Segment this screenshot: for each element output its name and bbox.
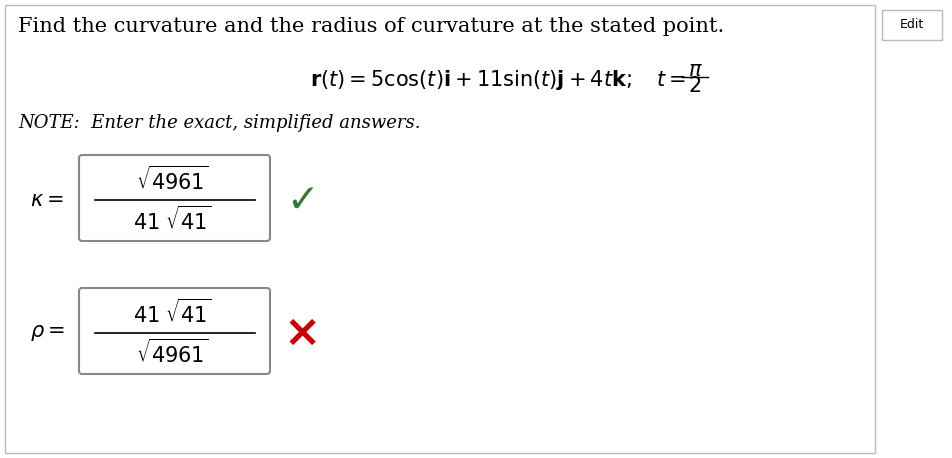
FancyBboxPatch shape [79, 288, 270, 374]
Text: $\sqrt{4961}$: $\sqrt{4961}$ [135, 339, 208, 367]
Text: $2$: $2$ [688, 76, 702, 96]
Text: Edit: Edit [900, 18, 924, 32]
FancyBboxPatch shape [79, 155, 270, 241]
FancyBboxPatch shape [5, 5, 875, 453]
Text: $\mathbf{r}(t) = 5\cos(t)\mathbf{i} + 11\sin(t)\mathbf{j} + 4t\mathbf{k};\quad t: $\mathbf{r}(t) = 5\cos(t)\mathbf{i} + 11… [310, 68, 686, 92]
Text: $41\;\sqrt{41}$: $41\;\sqrt{41}$ [132, 299, 211, 327]
Text: $\checkmark$: $\checkmark$ [286, 181, 314, 218]
Text: $\kappa =$: $\kappa =$ [30, 191, 64, 209]
Text: $41\;\sqrt{41}$: $41\;\sqrt{41}$ [132, 206, 211, 234]
Text: $\mathbf{\times}$: $\mathbf{\times}$ [283, 311, 317, 354]
Text: $\sqrt{4961}$: $\sqrt{4961}$ [135, 166, 208, 194]
Text: Find the curvature and the radius of curvature at the stated point.: Find the curvature and the radius of cur… [18, 16, 724, 36]
Text: NOTE:  Enter the exact, simplified answers.: NOTE: Enter the exact, simplified answer… [18, 114, 421, 132]
Text: $\rho =$: $\rho =$ [30, 323, 65, 343]
FancyBboxPatch shape [882, 10, 942, 40]
Text: $\pi$: $\pi$ [687, 60, 703, 80]
